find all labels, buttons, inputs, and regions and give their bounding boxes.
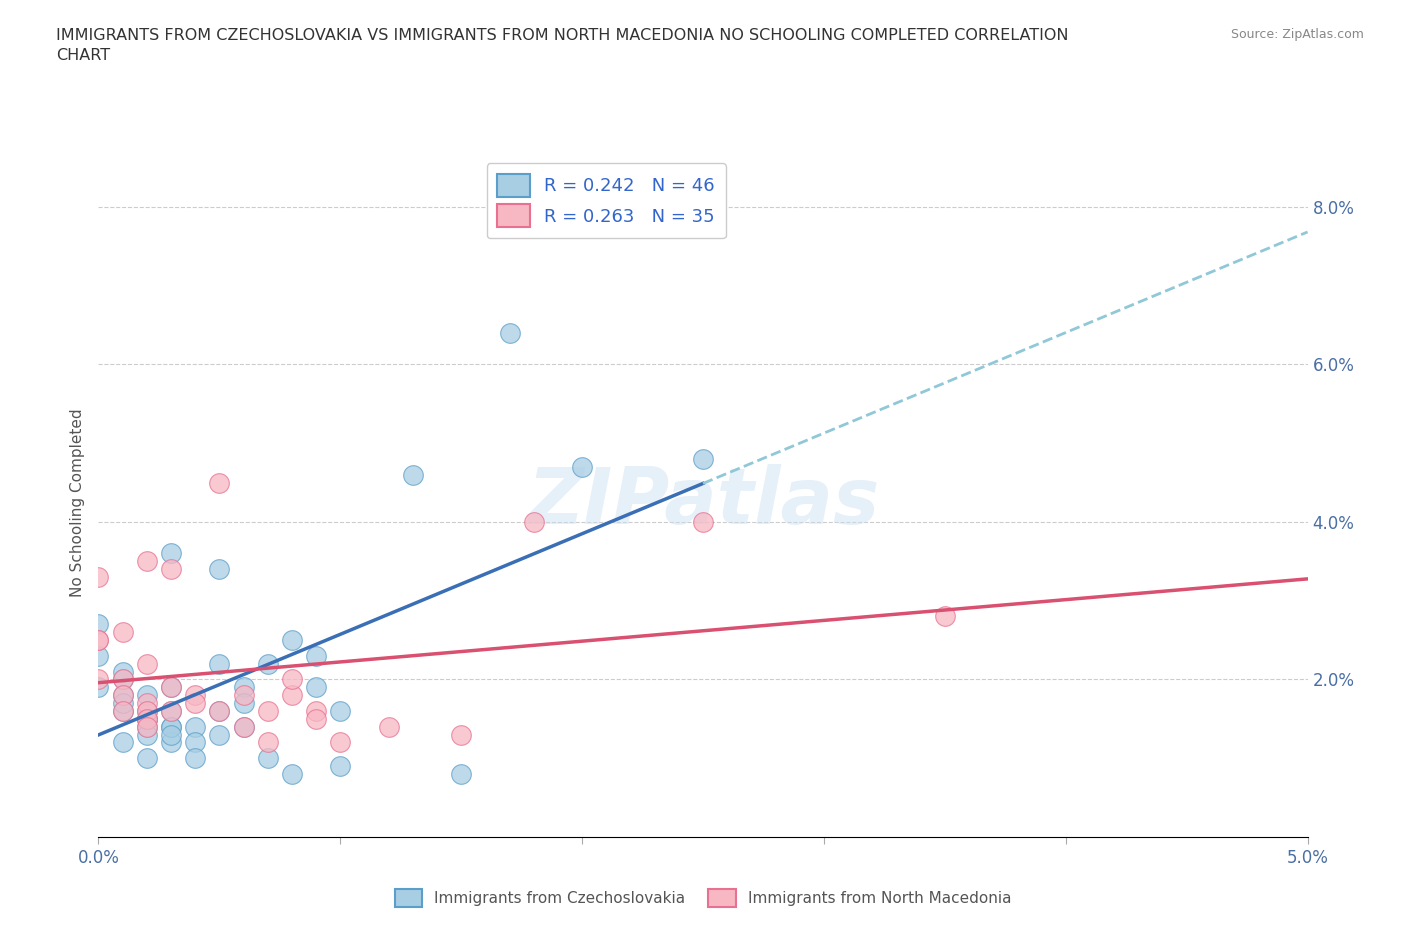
Point [111, 703, 134, 718]
Point [87, 632, 110, 647]
Point [305, 648, 328, 663]
Point [160, 735, 183, 750]
Point [184, 688, 207, 703]
Point [135, 727, 157, 742]
Point [305, 680, 328, 695]
Point [232, 719, 254, 734]
Point [87, 617, 110, 631]
Point [160, 703, 183, 718]
Point [111, 664, 134, 679]
Point [692, 514, 714, 529]
Point [160, 546, 183, 561]
Point [281, 766, 304, 781]
Point [135, 719, 157, 734]
Point [87, 680, 110, 695]
Point [135, 703, 157, 718]
Point [87, 632, 110, 647]
Point [135, 657, 157, 671]
Point [208, 657, 231, 671]
Point [160, 719, 183, 734]
Point [111, 696, 134, 711]
Point [87, 569, 110, 584]
Point [160, 703, 183, 718]
Y-axis label: No Schooling Completed: No Schooling Completed [70, 408, 86, 596]
Point [135, 554, 157, 569]
Point [111, 688, 134, 703]
Point [208, 727, 231, 742]
Point [184, 719, 207, 734]
Point [135, 751, 157, 765]
Point [135, 688, 157, 703]
Point [232, 680, 254, 695]
Point [111, 625, 134, 640]
Point [377, 719, 399, 734]
Point [111, 688, 134, 703]
Point [208, 703, 231, 718]
Point [111, 735, 134, 750]
Point [160, 680, 183, 695]
Point [87, 648, 110, 663]
Point [184, 735, 207, 750]
Point [135, 711, 157, 726]
Point [256, 657, 278, 671]
Text: ZIPatlas: ZIPatlas [527, 464, 879, 540]
Point [329, 759, 352, 774]
Point [934, 609, 956, 624]
Point [111, 672, 134, 687]
Point [208, 703, 231, 718]
Legend: Immigrants from Czechoslovakia, Immigrants from North Macedonia: Immigrants from Czechoslovakia, Immigran… [388, 884, 1018, 913]
Point [402, 467, 425, 482]
Point [692, 451, 714, 466]
Point [135, 711, 157, 726]
Point [232, 719, 254, 734]
Point [450, 727, 472, 742]
Point [184, 696, 207, 711]
Point [305, 703, 328, 718]
Point [184, 751, 207, 765]
Point [232, 688, 254, 703]
Text: IMMIGRANTS FROM CZECHOSLOVAKIA VS IMMIGRANTS FROM NORTH MACEDONIA NO SCHOOLING C: IMMIGRANTS FROM CZECHOSLOVAKIA VS IMMIGR… [56, 28, 1069, 62]
Point [329, 703, 352, 718]
Point [498, 326, 520, 340]
Point [523, 514, 546, 529]
Point [571, 459, 593, 474]
Point [135, 711, 157, 726]
Legend: R = 0.242   N = 46, R = 0.263   N = 35: R = 0.242 N = 46, R = 0.263 N = 35 [486, 163, 725, 238]
Point [135, 703, 157, 718]
Text: Source: ZipAtlas.com: Source: ZipAtlas.com [1230, 28, 1364, 41]
Point [281, 672, 304, 687]
Point [329, 735, 352, 750]
Point [450, 766, 472, 781]
Point [281, 688, 304, 703]
Point [135, 719, 157, 734]
Point [208, 475, 231, 490]
Point [160, 719, 183, 734]
Point [256, 703, 278, 718]
Point [87, 672, 110, 687]
Point [256, 751, 278, 765]
Point [160, 562, 183, 577]
Point [281, 632, 304, 647]
Point [305, 711, 328, 726]
Point [111, 703, 134, 718]
Point [111, 672, 134, 687]
Point [256, 735, 278, 750]
Point [232, 696, 254, 711]
Point [135, 696, 157, 711]
Point [208, 562, 231, 577]
Point [160, 727, 183, 742]
Point [160, 680, 183, 695]
